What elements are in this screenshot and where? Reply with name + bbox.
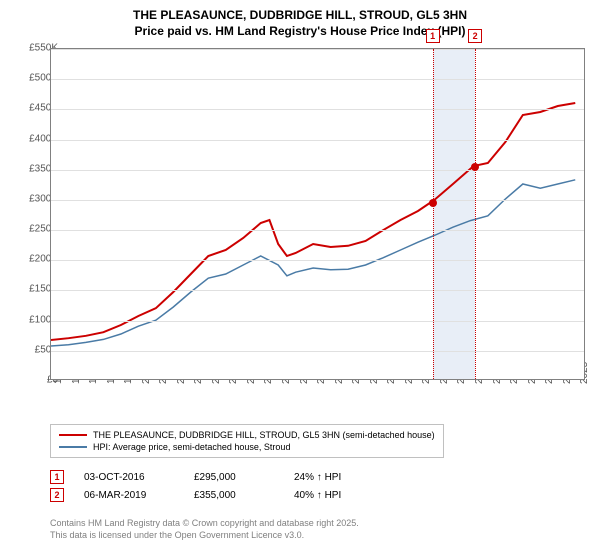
sale-row-marker: 1: [50, 470, 64, 484]
legend-item: THE PLEASAUNCE, DUDBRIDGE HILL, STROUD, …: [59, 429, 435, 441]
sale-dot: [471, 163, 479, 171]
sale-dot: [429, 199, 437, 207]
sale-marker-box: 1: [426, 29, 440, 43]
legend-label: HPI: Average price, semi-detached house,…: [93, 442, 290, 452]
chart-container: THE PLEASAUNCE, DUDBRIDGE HILL, STROUD, …: [0, 0, 600, 560]
chart-lines: [51, 49, 584, 379]
sale-price: £355,000: [194, 490, 274, 501]
sale-delta: 40% ↑ HPI: [294, 490, 341, 501]
plot-area: 12: [50, 48, 585, 380]
sale-delta: 24% ↑ HPI: [294, 472, 341, 483]
sale-row: 1 03-OCT-2016 £295,000 24% ↑ HPI: [50, 468, 341, 486]
sale-marker-box: 2: [468, 29, 482, 43]
copyright-line-1: Contains HM Land Registry data © Crown c…: [50, 518, 359, 530]
copyright: Contains HM Land Registry data © Crown c…: [50, 518, 359, 541]
sale-vline: [475, 49, 476, 379]
sales-table: 1 03-OCT-2016 £295,000 24% ↑ HPI 2 06-MAR-201…: [50, 468, 341, 504]
legend-swatch: [59, 434, 87, 436]
title-line-2: Price paid vs. HM Land Registry's House …: [0, 24, 600, 40]
legend: THE PLEASAUNCE, DUDBRIDGE HILL, STROUD, …: [50, 424, 444, 458]
chart-title: THE PLEASAUNCE, DUDBRIDGE HILL, STROUD, …: [0, 0, 600, 39]
sale-date: 03-OCT-2016: [84, 472, 174, 483]
sale-date: 06-MAR-2019: [84, 490, 174, 501]
legend-label: THE PLEASAUNCE, DUDBRIDGE HILL, STROUD, …: [93, 430, 435, 440]
sale-vline: [433, 49, 434, 379]
legend-swatch: [59, 446, 87, 448]
sale-row-marker: 2: [50, 488, 64, 502]
legend-item: HPI: Average price, semi-detached house,…: [59, 441, 435, 453]
title-line-1: THE PLEASAUNCE, DUDBRIDGE HILL, STROUD, …: [0, 8, 600, 24]
sale-price: £295,000: [194, 472, 274, 483]
sale-row: 2 06-MAR-2019 £355,000 40% ↑ HPI: [50, 486, 341, 504]
copyright-line-2: This data is licensed under the Open Gov…: [50, 530, 359, 542]
